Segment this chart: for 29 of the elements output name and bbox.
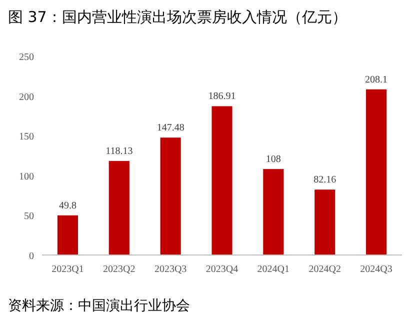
data-label: 108 xyxy=(266,154,281,166)
data-label: 82.16 xyxy=(314,174,336,186)
bar xyxy=(108,160,130,255)
y-tick-label: 200 xyxy=(19,92,34,103)
data-label: 49.8 xyxy=(58,200,76,212)
bar xyxy=(314,190,336,255)
bar xyxy=(263,169,284,255)
data-label: 208.1 xyxy=(365,74,388,86)
y-tick-label: 150 xyxy=(19,132,34,143)
x-tick-label: 2024Q2 xyxy=(308,264,341,275)
bar xyxy=(212,106,232,255)
x-tick-label: 2023Q4 xyxy=(206,264,238,275)
x-tick-label: 2024Q1 xyxy=(257,264,290,275)
text: 资料来源：中国演出行业协会 xyxy=(8,298,190,314)
x-tick-label: 2023Q3 xyxy=(154,264,187,275)
x-tick-label: 2023Q1 xyxy=(52,264,84,275)
y-tick-label: 0 xyxy=(29,251,34,262)
x-tick-label: 2024Q3 xyxy=(360,264,392,275)
y-tick-label: 250 xyxy=(19,52,34,63)
bar xyxy=(366,89,387,255)
bar xyxy=(57,215,78,255)
bar xyxy=(160,138,181,255)
chart-title: 图 37：国内营业性演出场次票房收入情况（亿元） xyxy=(8,8,347,26)
y-tick-label: 50 xyxy=(24,211,34,222)
y-tick-label: 100 xyxy=(19,171,34,182)
data-label: 118.13 xyxy=(106,146,133,157)
x-tick-label: 2023Q2 xyxy=(103,264,136,275)
data-label: 147.48 xyxy=(156,122,184,134)
data-label: 186.91 xyxy=(208,91,236,102)
